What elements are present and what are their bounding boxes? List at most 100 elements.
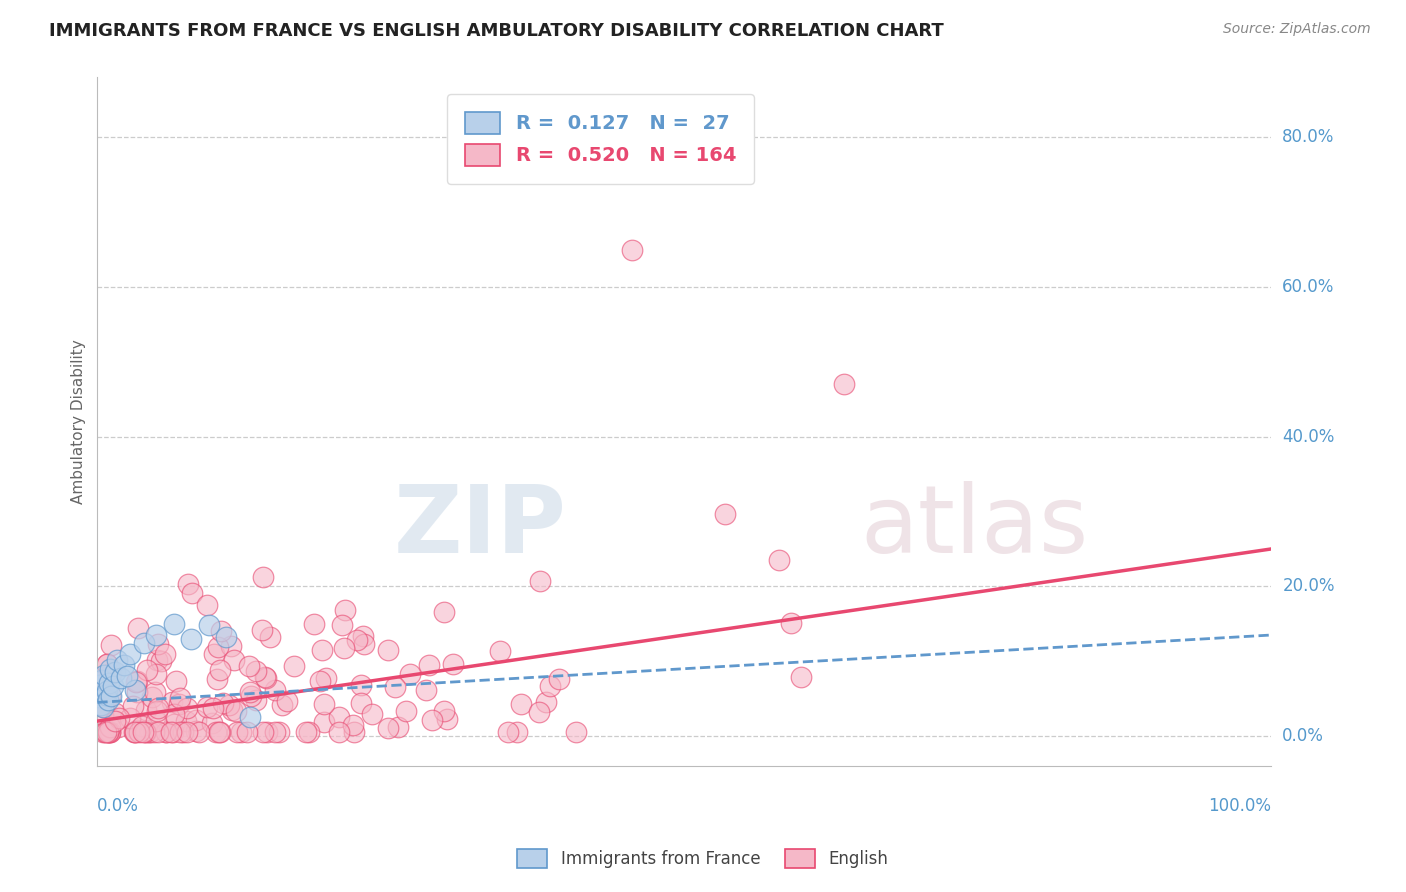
Point (256, 725, 278, 739)
Y-axis label: Ambulatory Disability: Ambulatory Disability (72, 339, 86, 504)
Point (377, 642, 399, 657)
Point (302, 617, 325, 632)
Point (252, 570, 274, 584)
Point (105, 653, 128, 667)
Point (110, 671, 132, 685)
Point (832, 377, 855, 392)
Point (548, 672, 571, 686)
Point (314, 698, 336, 712)
Point (226, 725, 249, 739)
Text: atlas: atlas (860, 481, 1088, 573)
Text: 40.0%: 40.0% (1282, 427, 1334, 446)
Point (96, 725, 118, 739)
Point (187, 725, 209, 739)
Point (160, 695, 183, 709)
Text: 60.0%: 60.0% (1282, 278, 1334, 296)
Point (155, 725, 177, 739)
Point (162, 725, 184, 739)
Point (176, 714, 198, 729)
Point (353, 637, 375, 651)
Point (127, 621, 149, 635)
Point (245, 664, 267, 678)
Point (283, 659, 305, 673)
Point (165, 673, 187, 688)
Point (145, 666, 167, 681)
Point (360, 707, 382, 722)
Text: ZIP: ZIP (394, 481, 567, 573)
Point (271, 698, 294, 713)
Point (181, 586, 204, 600)
Point (496, 725, 519, 739)
Point (101, 679, 124, 693)
Point (621, 243, 644, 257)
Point (91, 673, 114, 688)
Point (197, 700, 219, 714)
Point (312, 715, 335, 730)
Point (98, 720, 121, 734)
Point (399, 666, 422, 681)
Point (202, 647, 225, 661)
Point (93, 725, 115, 739)
Point (250, 624, 273, 638)
Point (225, 704, 247, 718)
Point (186, 724, 208, 739)
Point (395, 704, 418, 718)
Point (352, 629, 374, 643)
Point (205, 673, 228, 687)
Point (276, 694, 298, 708)
Point (264, 725, 287, 739)
Point (780, 616, 803, 631)
Point (350, 696, 373, 710)
Point (239, 710, 262, 724)
Point (349, 678, 371, 692)
Point (205, 725, 228, 739)
Point (377, 721, 399, 735)
Point (264, 682, 287, 697)
Point (139, 725, 162, 739)
Point (128, 725, 150, 739)
Point (118, 711, 141, 725)
Point (112, 657, 135, 672)
Point (333, 640, 356, 655)
Point (236, 725, 259, 739)
Point (100, 690, 122, 704)
Point (145, 653, 167, 667)
Point (87, 690, 110, 705)
Point (163, 706, 186, 721)
Point (433, 605, 456, 619)
Point (768, 553, 790, 567)
Point (565, 725, 588, 739)
Point (97, 693, 120, 707)
Point (122, 725, 145, 739)
Point (142, 725, 165, 739)
Point (98, 662, 121, 676)
Point (215, 630, 238, 644)
Point (195, 599, 218, 613)
Text: IMMIGRANTS FROM FRANCE VS ENGLISH AMBULATORY DISABILITY CORRELATION CHART: IMMIGRANTS FROM FRANCE VS ENGLISH AMBULA… (49, 22, 943, 40)
Point (96, 684, 118, 698)
Text: 80.0%: 80.0% (1282, 128, 1334, 146)
Point (346, 633, 368, 648)
Point (100, 689, 122, 703)
Point (207, 640, 229, 655)
Point (259, 630, 281, 644)
Point (125, 684, 148, 698)
Point (90, 698, 112, 713)
Point (238, 659, 260, 673)
Point (201, 715, 224, 730)
Point (138, 725, 160, 739)
Point (163, 717, 186, 731)
Point (104, 665, 127, 680)
Point (100, 638, 122, 652)
Point (245, 693, 267, 707)
Point (209, 725, 232, 739)
Point (219, 639, 242, 653)
Point (141, 690, 163, 704)
Point (328, 710, 350, 724)
Point (107, 711, 129, 725)
Text: 100.0%: 100.0% (1208, 797, 1271, 814)
Point (145, 628, 167, 642)
Point (127, 674, 149, 689)
Point (311, 643, 333, 657)
Point (222, 653, 245, 667)
